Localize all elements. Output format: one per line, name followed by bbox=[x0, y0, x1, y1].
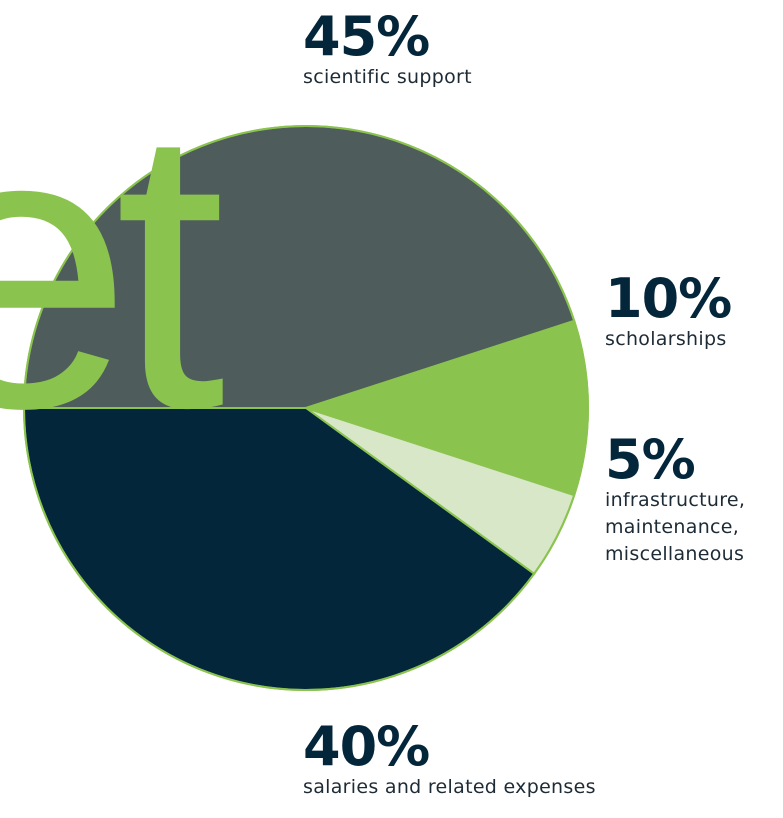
slice-label-scientific: scientific support bbox=[303, 66, 472, 88]
slice-percent-scientific: 45% bbox=[303, 5, 430, 68]
decorative-watermark-text: et bbox=[0, 44, 227, 491]
callout-infrastructure: 5% infrastructure, maintenance, miscella… bbox=[605, 433, 745, 568]
slice-label-scholarships: scholarships bbox=[605, 328, 727, 350]
pie-slices bbox=[22, 125, 589, 691]
callout-scientific-support: 45% scientific support bbox=[303, 10, 472, 91]
slice-percent-infrastructure: 5% bbox=[605, 428, 696, 491]
pie-outline bbox=[23, 125, 589, 691]
slice-percent-salaries: 40% bbox=[303, 715, 430, 778]
slice-percent-scholarships: 10% bbox=[605, 267, 732, 330]
slice-label-infrastructure: infrastructure, maintenance, miscellaneo… bbox=[605, 489, 746, 565]
callout-scholarships: 10% scholarships bbox=[605, 267, 732, 353]
slice-label-salaries: salaries and related expenses bbox=[303, 776, 596, 798]
callout-salaries: 40% salaries and related expenses bbox=[303, 720, 596, 801]
